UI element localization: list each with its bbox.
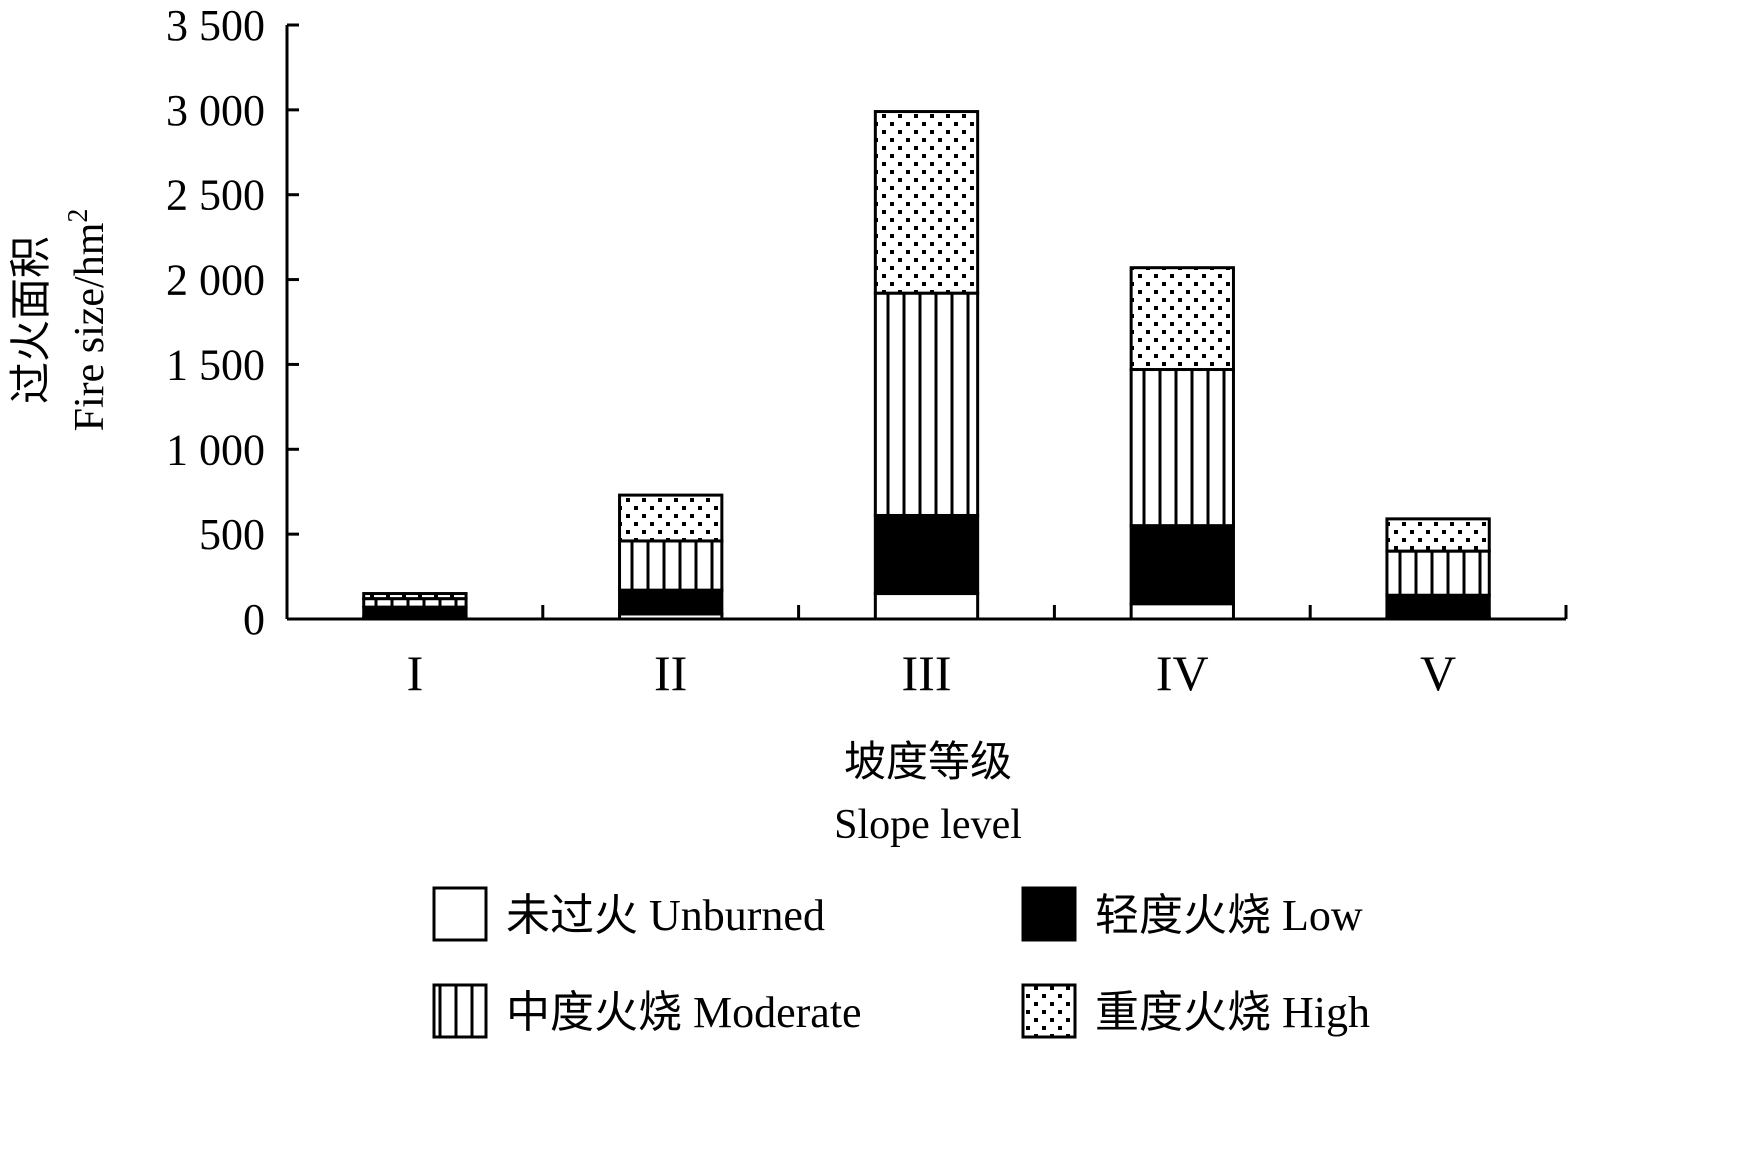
x-tick-label: V: [1420, 645, 1456, 701]
y-tick-label: 1 000: [166, 425, 265, 474]
y-axis-title-en: Fire size/hm2: [63, 209, 113, 432]
bar-segment: [873, 592, 980, 621]
bar-segment: [873, 110, 980, 295]
y-axis-title-sup: 2: [63, 209, 94, 223]
bar-segment: [362, 592, 468, 601]
legend-swatch: [432, 983, 488, 1039]
legend-swatch: [432, 886, 488, 942]
y-tick-label: 3 500: [166, 1, 265, 50]
y-axis-title-cn: 过火面积: [9, 236, 55, 404]
bar-segment: [1385, 549, 1491, 597]
y-tick-label: 2 500: [166, 171, 265, 220]
y-axis-title-en-text: Fire size/hm: [67, 222, 113, 431]
bar-segment: [1129, 602, 1235, 621]
y-tick-label: 500: [199, 510, 265, 559]
x-tick-label: II: [654, 645, 687, 701]
y-tick-label: 1 500: [166, 340, 265, 389]
bar-segment: [873, 513, 980, 596]
x-axis-title-en: Slope level: [834, 802, 1022, 848]
bar-segment: [1129, 524, 1235, 606]
bar-segment: [1129, 368, 1235, 528]
bar-segment: [1129, 266, 1235, 372]
bar-segment: [618, 493, 724, 543]
bar-segment: [1385, 517, 1491, 553]
legend-swatch: [1021, 983, 1077, 1039]
legend-label: 未过火 Unburned: [506, 891, 825, 940]
x-tick-label: IV: [1156, 645, 1209, 701]
legend-swatch: [1021, 886, 1077, 942]
bar-segment: [618, 539, 724, 592]
legend-label: 重度火烧 High: [1095, 988, 1370, 1037]
x-tick-label: I: [407, 645, 424, 701]
y-tick-label: 3 000: [166, 86, 265, 135]
y-tick-label: 0: [243, 595, 265, 644]
y-tick-label: 2 000: [166, 256, 265, 305]
y-axis: 0 500 1 000 1 500 2 000 2 500 3 000 3 500: [166, 1, 299, 644]
bar-segment: [1385, 593, 1491, 619]
bars: [362, 110, 1491, 621]
x-tick-label: III: [902, 645, 952, 701]
x-axis: I II III IV V: [287, 605, 1568, 701]
legend-label: 轻度火烧 Low: [1095, 891, 1363, 940]
legend-label: 中度火烧 Moderate: [506, 988, 862, 1037]
bar-segment: [618, 588, 724, 616]
legend: 未过火 Unburned 轻度火烧 Low 中度火烧 Moderate 重度火烧 Hi…: [432, 886, 1370, 1039]
x-axis-title-cn: 坡度等级: [844, 740, 1012, 786]
bar-segment: [873, 291, 980, 517]
